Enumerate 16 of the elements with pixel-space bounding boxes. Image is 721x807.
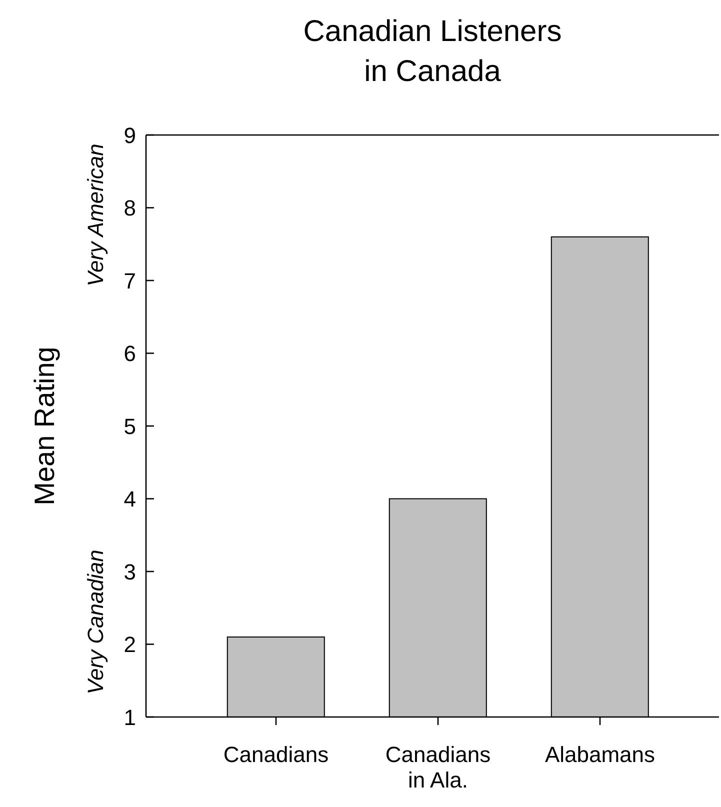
y-tick-label: 9 [124, 122, 136, 148]
chart-title: Canadian Listeners in Canada [302, 14, 563, 90]
text: Very Canadian [83, 550, 109, 694]
y-tick-label: 1 [124, 704, 136, 730]
y-tick-label: 6 [124, 341, 136, 366]
y-tick-label: 3 [124, 559, 136, 584]
y-tick-label: 5 [124, 414, 136, 439]
x-tick-label: Canadians [223, 742, 329, 768]
x-tick-label: Alabamans [544, 742, 656, 768]
y-tick-label: 8 [124, 196, 136, 221]
y-tick-label: 7 [124, 268, 136, 294]
y-tick-label: 4 [124, 486, 136, 512]
y-axis-title: Mean Rating [29, 346, 61, 506]
text: Very American [83, 144, 109, 286]
x-tick-label: Canadians in Ala. [385, 742, 491, 792]
y-tick-label: 2 [124, 632, 136, 658]
